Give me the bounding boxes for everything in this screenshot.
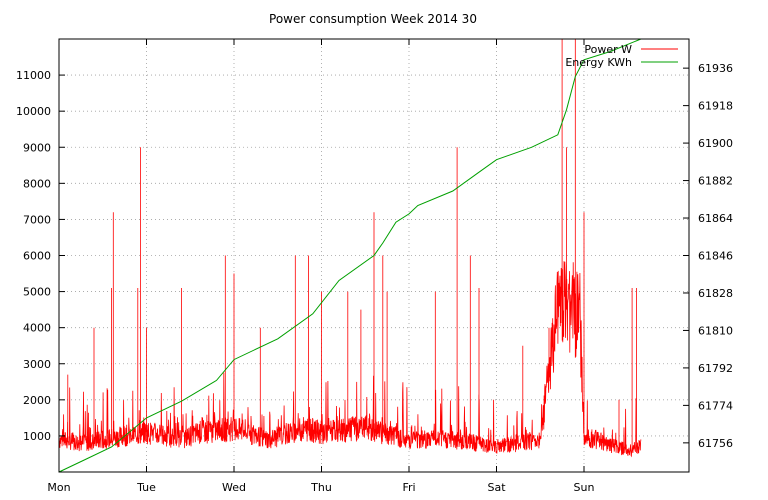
chart-title: Power consumption Week 2014 30	[269, 12, 477, 26]
y-left-tick-label: 1000	[23, 430, 51, 443]
y-right-tick-label: 61792	[698, 362, 733, 375]
y-right-tick-label: 61774	[698, 399, 733, 412]
x-tick-label: Sat	[487, 481, 506, 494]
y-right-tick-label: 61756	[698, 437, 733, 450]
y-left-tick-label: 6000	[23, 250, 51, 263]
y-left-tick-label: 8000	[23, 177, 51, 190]
axes: Mon Tue Wed Thu Fri Sat Sun 1000 2000 3000 4000 500…	[16, 39, 733, 494]
y-right-tick-label: 61846	[698, 250, 733, 263]
y-right-tick-label: 61900	[698, 137, 733, 150]
x-tick-label: Thu	[310, 481, 332, 494]
y-right-tick-label: 61864	[698, 212, 733, 225]
energy-series	[58, 38, 642, 473]
x-tick-label: Sun	[574, 481, 595, 494]
y-right-tick-label: 61828	[698, 287, 733, 300]
y-left-tick-label: 10000	[16, 105, 51, 118]
y-left-tick-label: 11000	[16, 69, 51, 82]
y-right-tick-label: 61936	[698, 62, 733, 75]
y-left-tick-label: 4000	[23, 322, 51, 335]
x-tick-label: Fri	[402, 481, 415, 494]
x-tick-label: Wed	[222, 481, 246, 494]
power-line	[58, 39, 642, 458]
y-right-tick-label: 61810	[698, 324, 733, 337]
y-left-tick-label: 2000	[23, 394, 51, 407]
y-right-tick-label: 61882	[698, 175, 733, 188]
power-series	[58, 39, 642, 458]
y-left-tick-label: 3000	[23, 358, 51, 371]
energy-line	[58, 38, 642, 473]
y-left-tick-label: 5000	[23, 286, 51, 299]
y-right-tick-label: 61918	[698, 100, 733, 113]
x-tick-label: Tue	[136, 481, 156, 494]
legend-label-power: Power W	[584, 43, 632, 56]
legend-label-energy: Energy KWh	[565, 56, 632, 69]
plot-frame	[58, 38, 690, 473]
legend: Power W Energy KWh	[565, 43, 678, 69]
y-left-tick-label: 7000	[23, 213, 51, 226]
y-left-tick-label: 9000	[23, 141, 51, 154]
x-tick-label: Mon	[47, 481, 70, 494]
